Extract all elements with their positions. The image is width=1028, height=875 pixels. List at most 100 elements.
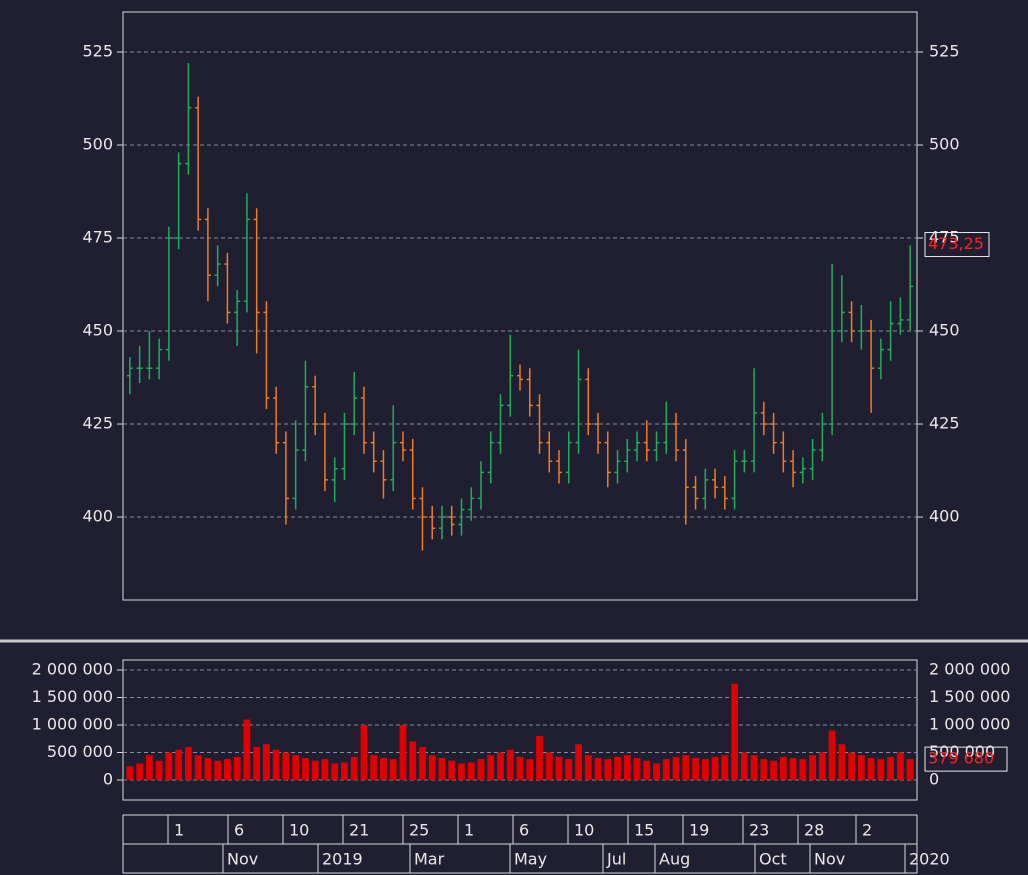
day-label: 23 <box>749 821 769 840</box>
volume-bar <box>399 725 407 780</box>
volume-bar <box>350 756 358 780</box>
volume-bar <box>906 759 914 780</box>
volume-bar <box>682 755 690 780</box>
volume-bar <box>516 756 524 780</box>
y-tick-label: 425 <box>82 414 113 433</box>
volume-bar <box>623 755 631 780</box>
volume-bar <box>692 758 699 780</box>
volume-bar <box>857 755 865 780</box>
volume-bar <box>506 749 514 780</box>
volume-bar <box>477 759 485 781</box>
y2-tick-label: 525 <box>929 41 960 60</box>
volume-bar <box>575 744 582 780</box>
volume-bar <box>370 755 378 780</box>
volume-bar <box>204 758 212 780</box>
volume-bar <box>311 760 319 780</box>
volume-bar <box>770 760 777 780</box>
y2-tick-label: 425 <box>929 414 960 433</box>
y-tick-label: 475 <box>82 228 113 247</box>
volume-bar <box>165 752 173 780</box>
volume-bar <box>243 719 251 780</box>
volume-bar <box>448 760 456 780</box>
day-label: 25 <box>409 821 429 840</box>
volume-bar <box>877 759 885 781</box>
volume-bar <box>126 766 134 780</box>
volume-bar <box>565 759 573 781</box>
volume-bar <box>662 759 670 781</box>
volume-bar <box>302 758 309 780</box>
month-label: 2020 <box>909 850 950 869</box>
volume-bar <box>136 763 144 780</box>
y-tick-label: 525 <box>82 41 113 60</box>
month-label: Nov <box>814 850 845 869</box>
volume-bar <box>497 752 504 780</box>
volume-bar <box>789 758 797 780</box>
month-label: Mar <box>414 850 445 869</box>
volume-bar <box>194 755 202 780</box>
volume-bar <box>799 759 807 781</box>
volume-bar <box>536 736 543 780</box>
volume-bar <box>145 755 153 780</box>
volume-bar <box>263 744 270 780</box>
volume-bar <box>672 756 680 780</box>
y-tick-label: 450 <box>82 321 113 340</box>
volume-bar <box>701 759 709 781</box>
volume-frame <box>122 659 918 801</box>
volume-bar <box>360 725 368 780</box>
volume-bar <box>896 752 904 780</box>
day-label: 19 <box>689 821 709 840</box>
volume-bar <box>633 758 641 780</box>
volume-bar <box>155 760 163 780</box>
volume-bar <box>526 759 534 781</box>
volume-marker-label: 379 680 <box>928 749 994 768</box>
month-label: Jul <box>606 850 626 869</box>
volume-bar <box>380 758 387 780</box>
volume-y2-tick-label: 2 000 000 <box>929 660 1010 679</box>
volume-y-tick-label: 1 500 000 <box>32 687 113 706</box>
y2-tick-label: 400 <box>929 507 960 526</box>
volume-bar <box>818 752 826 780</box>
volume-bar <box>848 752 856 780</box>
volume-bar <box>867 758 875 780</box>
volume-bar <box>545 752 553 780</box>
volume-bar <box>223 759 231 781</box>
volume-bar <box>184 747 192 780</box>
volume-bar <box>331 763 339 780</box>
y2-tick-label: 450 <box>929 321 960 340</box>
volume-bar <box>341 762 348 780</box>
day-label: 10 <box>574 821 594 840</box>
volume-bar <box>711 756 719 780</box>
volume-y2-tick-label: 1 500 000 <box>929 687 1010 706</box>
volume-bar <box>887 756 895 780</box>
volume-bar <box>643 760 651 780</box>
day-label: 28 <box>804 821 824 840</box>
volume-bar <box>828 730 836 780</box>
volume-y2-tick-label: 0 <box>929 770 939 789</box>
day-label: 15 <box>634 821 654 840</box>
month-label: May <box>514 850 547 869</box>
volume-bar <box>467 762 475 780</box>
day-label: 1 <box>464 821 474 840</box>
volume-marker-box <box>924 746 1008 772</box>
volume-bar <box>282 752 290 780</box>
volume-bar <box>584 755 592 780</box>
day-label: 21 <box>349 821 369 840</box>
volume-bar <box>555 756 563 780</box>
day-label: 10 <box>289 821 309 840</box>
volume-bar <box>175 749 183 780</box>
volume-y-tick-label: 0 <box>103 770 113 789</box>
volume-bar <box>458 763 465 780</box>
volume-bar <box>809 755 817 780</box>
y-tick-label: 400 <box>82 507 113 526</box>
volume-bar <box>292 755 300 780</box>
volume-bar <box>321 759 329 781</box>
volume-y-tick-label: 500 000 <box>47 742 113 761</box>
volume-bar <box>409 741 417 780</box>
volume-bar <box>272 749 280 780</box>
volume-y2-tick-label: 1 000 000 <box>929 715 1010 734</box>
volume-bar <box>721 755 729 780</box>
price-frame <box>122 11 918 601</box>
volume-y-tick-label: 1 000 000 <box>32 715 113 734</box>
